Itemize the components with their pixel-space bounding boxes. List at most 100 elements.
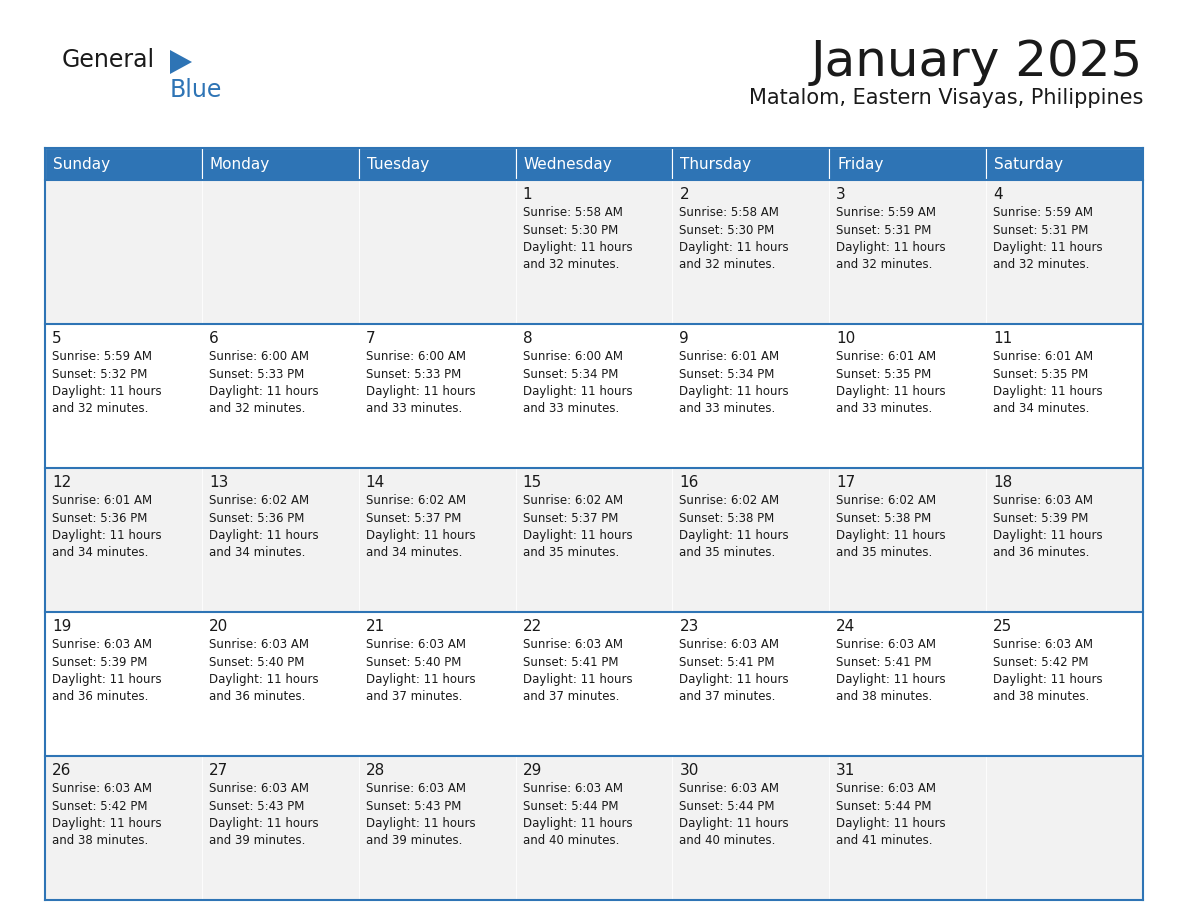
- Bar: [45, 180, 202, 324]
- Bar: [359, 180, 516, 324]
- Text: Sunrise: 6:03 AM
Sunset: 5:40 PM
Daylight: 11 hours
and 36 minutes.: Sunrise: 6:03 AM Sunset: 5:40 PM Dayligh…: [209, 638, 318, 703]
- Bar: [986, 180, 1143, 324]
- Bar: [672, 180, 829, 324]
- Bar: [829, 468, 986, 612]
- Text: Sunrise: 6:00 AM
Sunset: 5:33 PM
Daylight: 11 hours
and 33 minutes.: Sunrise: 6:00 AM Sunset: 5:33 PM Dayligh…: [366, 350, 475, 416]
- Text: 31: 31: [836, 763, 855, 778]
- Text: 4: 4: [993, 187, 1003, 202]
- Text: General: General: [62, 48, 156, 72]
- Text: Sunrise: 6:01 AM
Sunset: 5:35 PM
Daylight: 11 hours
and 34 minutes.: Sunrise: 6:01 AM Sunset: 5:35 PM Dayligh…: [993, 350, 1102, 416]
- Text: 8: 8: [523, 331, 532, 346]
- Text: Sunrise: 6:03 AM
Sunset: 5:44 PM
Daylight: 11 hours
and 41 minutes.: Sunrise: 6:03 AM Sunset: 5:44 PM Dayligh…: [836, 782, 946, 847]
- Text: Sunrise: 6:03 AM
Sunset: 5:43 PM
Daylight: 11 hours
and 39 minutes.: Sunrise: 6:03 AM Sunset: 5:43 PM Dayligh…: [209, 782, 318, 847]
- Bar: [45, 324, 202, 468]
- Bar: [516, 180, 672, 324]
- Bar: [202, 612, 359, 756]
- Text: Sunrise: 6:01 AM
Sunset: 5:36 PM
Daylight: 11 hours
and 34 minutes.: Sunrise: 6:01 AM Sunset: 5:36 PM Dayligh…: [52, 494, 162, 559]
- Text: 14: 14: [366, 475, 385, 490]
- Text: 30: 30: [680, 763, 699, 778]
- Bar: [359, 148, 516, 180]
- Text: Sunrise: 6:03 AM
Sunset: 5:41 PM
Daylight: 11 hours
and 38 minutes.: Sunrise: 6:03 AM Sunset: 5:41 PM Dayligh…: [836, 638, 946, 703]
- Text: 19: 19: [52, 619, 71, 634]
- Bar: [202, 756, 359, 900]
- Bar: [359, 468, 516, 612]
- Text: 24: 24: [836, 619, 855, 634]
- Text: 18: 18: [993, 475, 1012, 490]
- Text: 9: 9: [680, 331, 689, 346]
- Text: Sunrise: 6:01 AM
Sunset: 5:35 PM
Daylight: 11 hours
and 33 minutes.: Sunrise: 6:01 AM Sunset: 5:35 PM Dayligh…: [836, 350, 946, 416]
- Text: Sunrise: 6:02 AM
Sunset: 5:38 PM
Daylight: 11 hours
and 35 minutes.: Sunrise: 6:02 AM Sunset: 5:38 PM Dayligh…: [680, 494, 789, 559]
- Text: January 2025: January 2025: [810, 38, 1143, 86]
- Text: Thursday: Thursday: [681, 156, 752, 172]
- Text: Sunrise: 6:02 AM
Sunset: 5:37 PM
Daylight: 11 hours
and 34 minutes.: Sunrise: 6:02 AM Sunset: 5:37 PM Dayligh…: [366, 494, 475, 559]
- Polygon shape: [170, 50, 192, 74]
- Bar: [516, 324, 672, 468]
- Text: Sunrise: 6:02 AM
Sunset: 5:38 PM
Daylight: 11 hours
and 35 minutes.: Sunrise: 6:02 AM Sunset: 5:38 PM Dayligh…: [836, 494, 946, 559]
- Text: Monday: Monday: [210, 156, 270, 172]
- Text: Sunrise: 6:03 AM
Sunset: 5:44 PM
Daylight: 11 hours
and 40 minutes.: Sunrise: 6:03 AM Sunset: 5:44 PM Dayligh…: [680, 782, 789, 847]
- Text: Sunrise: 6:02 AM
Sunset: 5:36 PM
Daylight: 11 hours
and 34 minutes.: Sunrise: 6:02 AM Sunset: 5:36 PM Dayligh…: [209, 494, 318, 559]
- Text: Saturday: Saturday: [994, 156, 1063, 172]
- Text: Sunrise: 6:00 AM
Sunset: 5:34 PM
Daylight: 11 hours
and 33 minutes.: Sunrise: 6:00 AM Sunset: 5:34 PM Dayligh…: [523, 350, 632, 416]
- Text: Sunrise: 6:02 AM
Sunset: 5:37 PM
Daylight: 11 hours
and 35 minutes.: Sunrise: 6:02 AM Sunset: 5:37 PM Dayligh…: [523, 494, 632, 559]
- Text: 17: 17: [836, 475, 855, 490]
- Text: 28: 28: [366, 763, 385, 778]
- Text: Sunrise: 5:59 AM
Sunset: 5:31 PM
Daylight: 11 hours
and 32 minutes.: Sunrise: 5:59 AM Sunset: 5:31 PM Dayligh…: [993, 206, 1102, 272]
- Text: Sunrise: 6:03 AM
Sunset: 5:41 PM
Daylight: 11 hours
and 37 minutes.: Sunrise: 6:03 AM Sunset: 5:41 PM Dayligh…: [523, 638, 632, 703]
- Text: 27: 27: [209, 763, 228, 778]
- Text: Sunrise: 5:59 AM
Sunset: 5:32 PM
Daylight: 11 hours
and 32 minutes.: Sunrise: 5:59 AM Sunset: 5:32 PM Dayligh…: [52, 350, 162, 416]
- Bar: [986, 468, 1143, 612]
- Bar: [516, 148, 672, 180]
- Bar: [359, 756, 516, 900]
- Bar: [672, 324, 829, 468]
- Bar: [829, 324, 986, 468]
- Bar: [516, 468, 672, 612]
- Text: 6: 6: [209, 331, 219, 346]
- Text: 25: 25: [993, 619, 1012, 634]
- Text: Sunrise: 6:01 AM
Sunset: 5:34 PM
Daylight: 11 hours
and 33 minutes.: Sunrise: 6:01 AM Sunset: 5:34 PM Dayligh…: [680, 350, 789, 416]
- Bar: [672, 756, 829, 900]
- Text: 10: 10: [836, 331, 855, 346]
- Text: 29: 29: [523, 763, 542, 778]
- Bar: [986, 324, 1143, 468]
- Bar: [986, 756, 1143, 900]
- Text: 2: 2: [680, 187, 689, 202]
- Bar: [516, 612, 672, 756]
- Text: Blue: Blue: [170, 78, 222, 102]
- Bar: [45, 612, 202, 756]
- Text: Wednesday: Wednesday: [524, 156, 612, 172]
- Text: 22: 22: [523, 619, 542, 634]
- Bar: [986, 148, 1143, 180]
- Text: Friday: Friday: [838, 156, 884, 172]
- Bar: [829, 180, 986, 324]
- Text: 11: 11: [993, 331, 1012, 346]
- Text: Sunrise: 6:03 AM
Sunset: 5:43 PM
Daylight: 11 hours
and 39 minutes.: Sunrise: 6:03 AM Sunset: 5:43 PM Dayligh…: [366, 782, 475, 847]
- Text: 20: 20: [209, 619, 228, 634]
- Text: Sunrise: 6:03 AM
Sunset: 5:39 PM
Daylight: 11 hours
and 36 minutes.: Sunrise: 6:03 AM Sunset: 5:39 PM Dayligh…: [993, 494, 1102, 559]
- Text: 23: 23: [680, 619, 699, 634]
- Text: 21: 21: [366, 619, 385, 634]
- Bar: [202, 468, 359, 612]
- Text: Sunrise: 5:58 AM
Sunset: 5:30 PM
Daylight: 11 hours
and 32 minutes.: Sunrise: 5:58 AM Sunset: 5:30 PM Dayligh…: [680, 206, 789, 272]
- Text: Matalom, Eastern Visayas, Philippines: Matalom, Eastern Visayas, Philippines: [748, 88, 1143, 108]
- Bar: [45, 468, 202, 612]
- Text: 3: 3: [836, 187, 846, 202]
- Text: 13: 13: [209, 475, 228, 490]
- Text: 16: 16: [680, 475, 699, 490]
- Text: 15: 15: [523, 475, 542, 490]
- Bar: [516, 756, 672, 900]
- Text: Sunrise: 6:00 AM
Sunset: 5:33 PM
Daylight: 11 hours
and 32 minutes.: Sunrise: 6:00 AM Sunset: 5:33 PM Dayligh…: [209, 350, 318, 416]
- Text: Sunrise: 6:03 AM
Sunset: 5:40 PM
Daylight: 11 hours
and 37 minutes.: Sunrise: 6:03 AM Sunset: 5:40 PM Dayligh…: [366, 638, 475, 703]
- Text: Sunrise: 5:58 AM
Sunset: 5:30 PM
Daylight: 11 hours
and 32 minutes.: Sunrise: 5:58 AM Sunset: 5:30 PM Dayligh…: [523, 206, 632, 272]
- Text: Sunrise: 6:03 AM
Sunset: 5:41 PM
Daylight: 11 hours
and 37 minutes.: Sunrise: 6:03 AM Sunset: 5:41 PM Dayligh…: [680, 638, 789, 703]
- Bar: [202, 148, 359, 180]
- Bar: [672, 468, 829, 612]
- Text: 26: 26: [52, 763, 71, 778]
- Text: 7: 7: [366, 331, 375, 346]
- Bar: [986, 612, 1143, 756]
- Text: Sunrise: 6:03 AM
Sunset: 5:44 PM
Daylight: 11 hours
and 40 minutes.: Sunrise: 6:03 AM Sunset: 5:44 PM Dayligh…: [523, 782, 632, 847]
- Text: Tuesday: Tuesday: [367, 156, 429, 172]
- Text: Sunrise: 5:59 AM
Sunset: 5:31 PM
Daylight: 11 hours
and 32 minutes.: Sunrise: 5:59 AM Sunset: 5:31 PM Dayligh…: [836, 206, 946, 272]
- Bar: [672, 612, 829, 756]
- Text: Sunrise: 6:03 AM
Sunset: 5:39 PM
Daylight: 11 hours
and 36 minutes.: Sunrise: 6:03 AM Sunset: 5:39 PM Dayligh…: [52, 638, 162, 703]
